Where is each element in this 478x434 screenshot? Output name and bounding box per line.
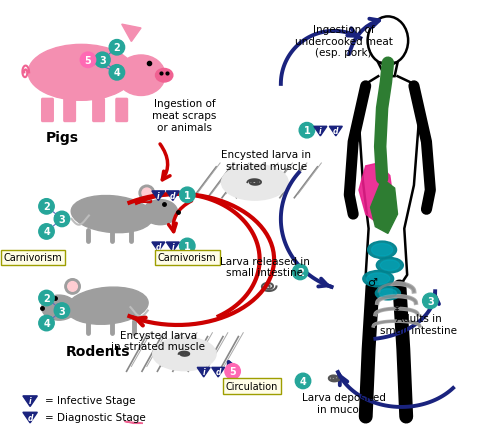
- Ellipse shape: [379, 289, 397, 298]
- Ellipse shape: [153, 338, 216, 371]
- Text: Ingestion of
meat scraps
or animals: Ingestion of meat scraps or animals: [152, 99, 217, 132]
- Polygon shape: [359, 164, 395, 227]
- Text: Larva released in
small intestine: Larva released in small intestine: [219, 256, 309, 277]
- Text: 2: 2: [43, 202, 50, 212]
- Circle shape: [54, 303, 70, 319]
- Text: 3: 3: [99, 56, 106, 66]
- Ellipse shape: [371, 244, 393, 256]
- Polygon shape: [370, 179, 398, 234]
- FancyBboxPatch shape: [42, 99, 53, 122]
- Ellipse shape: [375, 287, 401, 300]
- Circle shape: [68, 282, 77, 292]
- Text: 4: 4: [43, 318, 50, 328]
- Text: d: d: [170, 191, 175, 200]
- Ellipse shape: [66, 287, 148, 325]
- Circle shape: [293, 265, 308, 280]
- Polygon shape: [166, 243, 179, 252]
- Polygon shape: [314, 127, 327, 137]
- Text: d: d: [333, 127, 338, 136]
- Circle shape: [299, 123, 315, 138]
- Polygon shape: [197, 368, 210, 377]
- Text: 3: 3: [427, 296, 434, 306]
- Text: 1: 1: [304, 126, 310, 136]
- Text: 1: 1: [184, 241, 191, 251]
- Text: Larva deposited
in mucosa: Larva deposited in mucosa: [302, 393, 385, 414]
- Circle shape: [39, 291, 54, 306]
- Polygon shape: [125, 421, 143, 424]
- Ellipse shape: [42, 296, 76, 320]
- Text: Carnivorism: Carnivorism: [158, 253, 217, 263]
- Text: 2: 2: [43, 293, 50, 303]
- Text: 4: 4: [300, 376, 306, 386]
- Polygon shape: [166, 191, 179, 201]
- Text: Encysted larva in
striated muscle: Encysted larva in striated muscle: [221, 150, 311, 172]
- Text: i: i: [319, 127, 322, 136]
- Circle shape: [423, 293, 438, 309]
- Circle shape: [54, 212, 70, 227]
- Ellipse shape: [380, 260, 400, 271]
- Ellipse shape: [376, 258, 403, 273]
- Circle shape: [95, 53, 110, 68]
- Text: i: i: [157, 191, 160, 200]
- Text: 2: 2: [297, 267, 304, 277]
- Text: Circulation: Circulation: [226, 381, 278, 391]
- Circle shape: [39, 316, 54, 331]
- Text: d: d: [156, 242, 161, 251]
- Circle shape: [109, 40, 125, 56]
- Text: d: d: [27, 413, 33, 421]
- Ellipse shape: [222, 165, 288, 200]
- Ellipse shape: [363, 271, 394, 287]
- Ellipse shape: [367, 273, 390, 285]
- Ellipse shape: [28, 45, 134, 101]
- Circle shape: [109, 66, 125, 81]
- Circle shape: [139, 186, 154, 201]
- Text: Ingestion of
undercooked meat
(esp. pork): Ingestion of undercooked meat (esp. pork…: [294, 25, 392, 58]
- Text: 1: 1: [184, 191, 191, 201]
- Text: i: i: [202, 367, 205, 376]
- Circle shape: [180, 187, 195, 203]
- Text: 2: 2: [114, 43, 120, 53]
- Text: Pigs: Pigs: [45, 131, 78, 145]
- Ellipse shape: [143, 200, 178, 225]
- Polygon shape: [152, 191, 165, 201]
- Circle shape: [39, 199, 54, 214]
- Text: ♀: ♀: [392, 301, 401, 311]
- Polygon shape: [212, 368, 225, 377]
- Text: 4: 4: [114, 68, 120, 78]
- Text: 5: 5: [85, 56, 91, 66]
- Polygon shape: [122, 25, 141, 43]
- FancyBboxPatch shape: [93, 99, 104, 122]
- Text: i: i: [29, 396, 32, 405]
- Text: Encysted larva
in striated muscle: Encysted larva in striated muscle: [111, 330, 206, 352]
- Text: i: i: [172, 242, 174, 251]
- Text: 3: 3: [59, 306, 65, 316]
- Text: ♂: ♂: [368, 277, 378, 287]
- Text: 5: 5: [229, 366, 236, 376]
- Text: = Diagnostic Stage: = Diagnostic Stage: [44, 412, 145, 422]
- Text: 3: 3: [59, 214, 65, 224]
- Text: Carnivorism: Carnivorism: [4, 253, 62, 263]
- Circle shape: [142, 189, 152, 198]
- Ellipse shape: [155, 69, 173, 83]
- Circle shape: [180, 239, 195, 254]
- Text: d: d: [216, 367, 221, 376]
- FancyBboxPatch shape: [64, 99, 76, 122]
- Circle shape: [295, 373, 311, 389]
- Ellipse shape: [71, 196, 153, 233]
- Circle shape: [39, 224, 54, 240]
- Text: 4: 4: [43, 227, 50, 237]
- Text: = Infective Stage: = Infective Stage: [44, 395, 135, 405]
- Ellipse shape: [368, 242, 397, 259]
- Text: Adults in
small intestine: Adults in small intestine: [380, 314, 457, 335]
- Polygon shape: [23, 396, 37, 407]
- Circle shape: [225, 364, 240, 379]
- Ellipse shape: [117, 56, 165, 96]
- Polygon shape: [329, 127, 342, 137]
- Circle shape: [80, 53, 96, 68]
- Polygon shape: [23, 412, 37, 423]
- Text: Rodents: Rodents: [65, 345, 130, 358]
- Circle shape: [65, 279, 80, 294]
- Polygon shape: [152, 243, 165, 252]
- FancyBboxPatch shape: [116, 99, 128, 122]
